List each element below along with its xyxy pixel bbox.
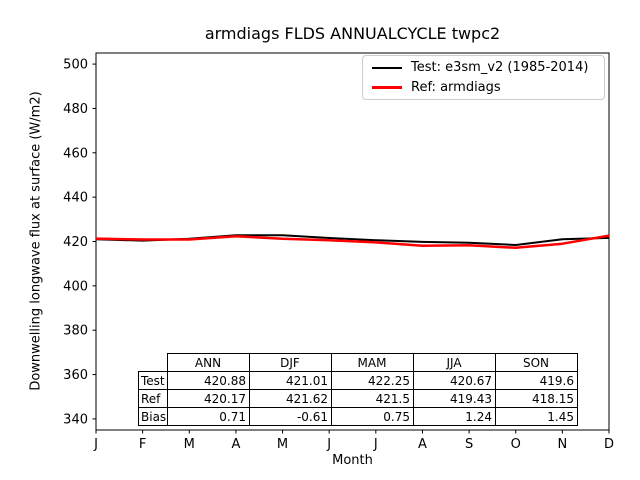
y-tick-label: 400 — [63, 279, 88, 294]
stats-value-cell: 422.25 — [331, 371, 414, 390]
stats-value-cell: 420.88 — [167, 371, 250, 390]
series-line-ref — [95, 234, 610, 250]
stats-column-header: DJF — [249, 353, 332, 372]
stats-value-cell: 420.17 — [167, 389, 250, 408]
stats-column-header: MAM — [331, 353, 414, 372]
stats-value-cell: 419.6 — [495, 371, 578, 390]
stats-value-cell: 1.45 — [495, 407, 578, 426]
stats-value-cell: 419.43 — [413, 389, 496, 408]
legend-label-ref: Ref: armdiags — [411, 79, 501, 95]
chart-title: armdiags FLDS ANNUALCYCLE twpc2 — [204, 24, 501, 43]
stats-value-cell: 418.15 — [495, 389, 578, 408]
x-tick-label: A — [418, 437, 427, 452]
y-tick-label: 360 — [63, 368, 88, 383]
stats-value-cell: 0.71 — [167, 407, 250, 426]
x-tick-label: O — [511, 437, 521, 452]
stats-column-header: ANN — [167, 353, 250, 372]
stats-row-ref: Ref 420.17 421.62 421.5 419.43 418.15 — [138, 389, 578, 408]
stats-value-cell: 1.24 — [413, 407, 496, 426]
x-tick-label: S — [465, 437, 473, 452]
stats-row-label: Ref — [138, 389, 168, 408]
stats-value-cell: 421.5 — [331, 389, 414, 408]
stats-column-header: JJA — [413, 353, 496, 372]
stats-row-bias: Bias 0.71 -0.61 0.75 1.24 1.45 — [138, 407, 578, 426]
x-tick-label: M — [184, 437, 195, 452]
x-tick-label: M — [277, 437, 288, 452]
y-tick-label: 480 — [63, 102, 88, 117]
stats-row-label: Bias — [138, 407, 168, 426]
x-tick-label: A — [231, 437, 240, 452]
x-tick-label: D — [604, 437, 614, 452]
x-axis-label: Month — [332, 453, 373, 468]
stats-value-cell: -0.61 — [249, 407, 332, 426]
x-tick-label: F — [139, 437, 146, 452]
legend: Test: e3sm_v2 (1985-2014) Ref: armdiags — [362, 55, 605, 100]
stats-row-label: Test — [138, 371, 168, 390]
x-tick-label: J — [326, 437, 331, 452]
stats-value-cell: 421.62 — [249, 389, 332, 408]
y-tick-label: 460 — [63, 146, 88, 161]
y-tick-label: 440 — [63, 191, 88, 206]
y-tick-label: 340 — [63, 412, 88, 427]
stats-value-cell: 0.75 — [331, 407, 414, 426]
x-tick-label: J — [373, 437, 378, 452]
x-tick-label: N — [557, 437, 567, 452]
y-tick-label: 420 — [63, 235, 88, 250]
stats-header-row: ANN DJF MAM JJA SON — [139, 353, 578, 372]
test-line-swatch — [372, 66, 402, 69]
stats-table: ANN DJF MAM JJA SON Test 420.88 421.01 422.25 420… — [138, 353, 578, 426]
stats-row-test: Test 420.88 421.01 422.25 420.67 419.6 — [138, 371, 578, 390]
stats-value-cell: 420.67 — [413, 371, 496, 390]
stats-value-cell: 421.01 — [249, 371, 332, 390]
legend-entry-ref: Ref: armdiags — [372, 80, 604, 95]
legend-entry-test: Test: e3sm_v2 (1985-2014) — [372, 60, 604, 75]
stats-column-header: SON — [495, 353, 578, 372]
stats-corner-cell — [139, 354, 168, 372]
y-tick-label: 380 — [63, 324, 88, 339]
legend-label-test: Test: e3sm_v2 (1985-2014) — [411, 60, 589, 76]
y-tick-label: 500 — [63, 58, 88, 73]
ref-line-swatch — [372, 85, 402, 89]
x-tick-label: J — [93, 437, 98, 452]
